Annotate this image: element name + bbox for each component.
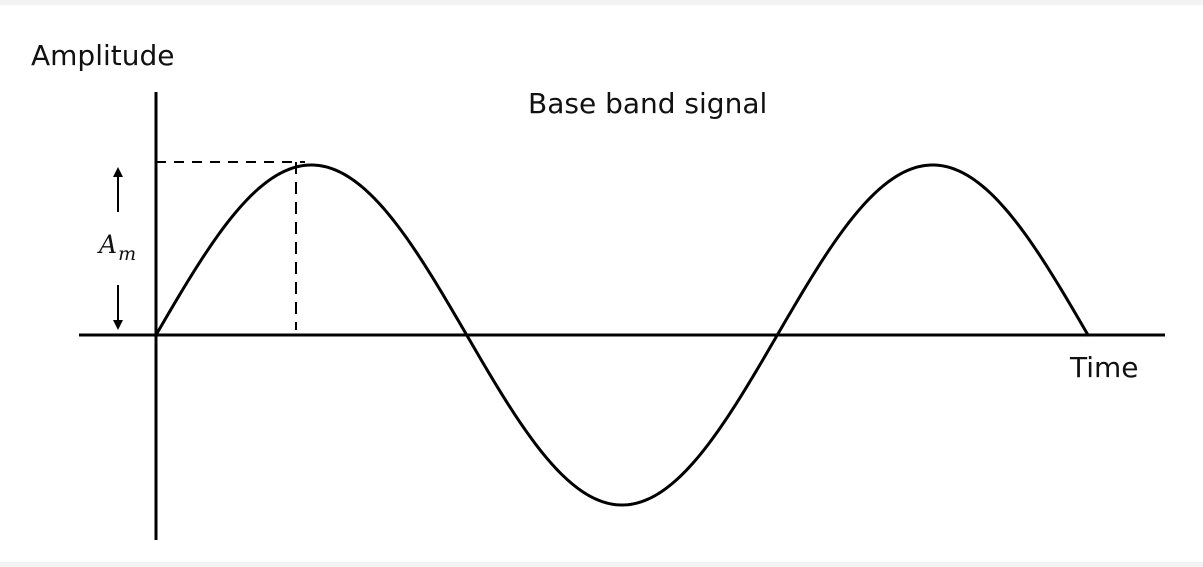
baseband-waveform <box>154 163 1090 507</box>
amplitude-symbol-label: Am <box>99 232 136 264</box>
diagram-title: Base band signal <box>528 87 768 120</box>
amplitude-axis-label: Amplitude <box>31 39 175 72</box>
diagram-canvas <box>0 5 1203 562</box>
time-axis-label: Time <box>1070 351 1139 384</box>
amplitude-symbol-base: A <box>99 230 118 259</box>
amplitude-symbol-subscript: m <box>118 243 137 265</box>
